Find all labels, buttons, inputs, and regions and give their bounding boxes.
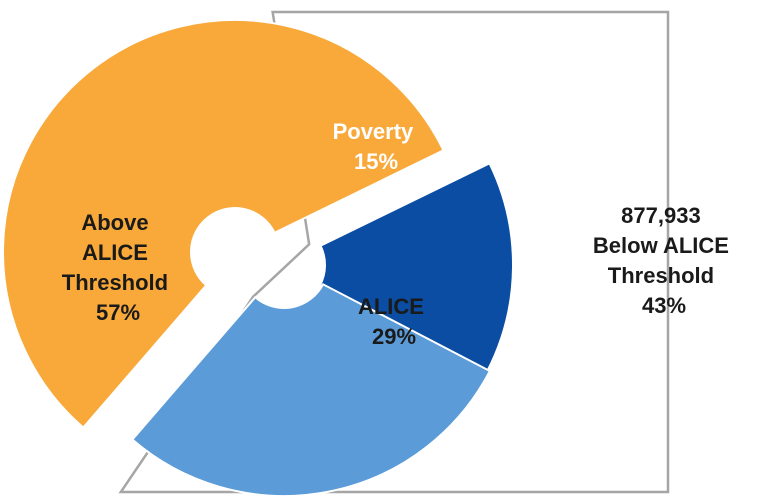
label-poverty-pct: 15% xyxy=(354,149,398,174)
below-alice-callout-frame xyxy=(118,10,670,494)
slice-alice xyxy=(130,282,492,497)
callout-count: 877,933 xyxy=(621,203,701,228)
label-above-pct: 57% xyxy=(96,300,140,325)
label-alice-line-1: ALICE xyxy=(358,294,424,319)
label-above-line-3: Threshold xyxy=(62,270,168,295)
label-above-line-1: Above xyxy=(81,210,148,235)
callout-pct: 43% xyxy=(642,293,686,318)
label-poverty: Poverty 15% xyxy=(333,119,420,174)
slice-above-alice-threshold xyxy=(2,19,445,429)
callout-line-2: Below ALICE xyxy=(593,233,729,258)
label-alice-pct: 29% xyxy=(372,324,416,349)
callout-line-3: Threshold xyxy=(608,263,714,288)
label-above-line-2: ALICE xyxy=(82,240,148,265)
label-above-alice-threshold: Above ALICE Threshold 57% xyxy=(62,210,174,325)
below-alice-callout-label: 877,933 Below ALICE Threshold 43% xyxy=(593,203,735,318)
label-alice: ALICE 29% xyxy=(358,294,430,349)
label-poverty-line-1: Poverty xyxy=(333,119,414,144)
slice-poverty xyxy=(318,161,514,374)
